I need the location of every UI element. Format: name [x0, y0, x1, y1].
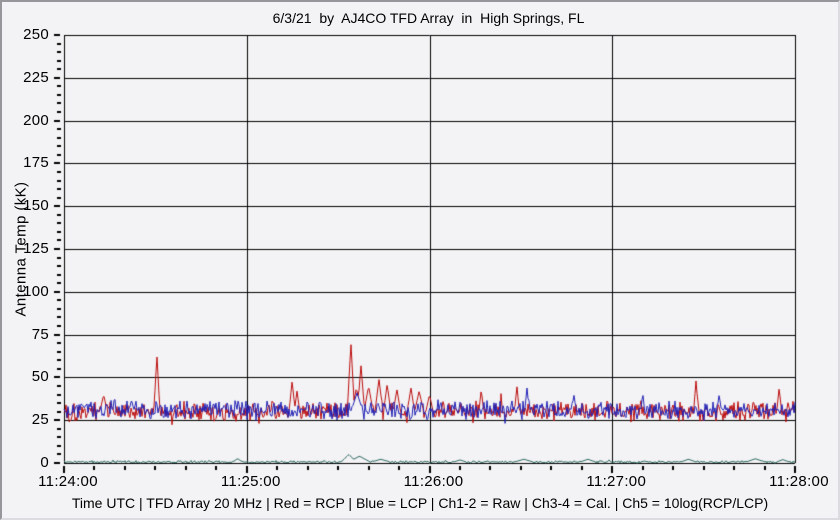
- y-tick-label: 75: [31, 325, 49, 343]
- x-tick-label: 11:28:00: [769, 473, 829, 490]
- y-tick-label: 50: [31, 368, 49, 386]
- y-tick-label: 100: [23, 282, 49, 300]
- y-tick-label: 225: [23, 68, 49, 86]
- y-tick-label: 0: [40, 454, 49, 471]
- x-tick-label: 11:24:00: [38, 473, 98, 490]
- y-tick-label: 175: [23, 154, 49, 172]
- x-tick-label: 11:26:00: [403, 473, 464, 490]
- y-tick-label: 25: [31, 411, 49, 429]
- y-tick-label: 150: [23, 197, 49, 215]
- y-tick-label: 250: [23, 26, 49, 43]
- y-tick-label: 200: [23, 111, 49, 129]
- x-tick-label: 11:25:00: [220, 473, 281, 490]
- y-tick-label: 125: [23, 240, 49, 257]
- x-tick-label: 11:27:00: [586, 473, 647, 490]
- status-bar: Time UTC | TFD Array 20 MHz | Red = RCP …: [71, 495, 769, 511]
